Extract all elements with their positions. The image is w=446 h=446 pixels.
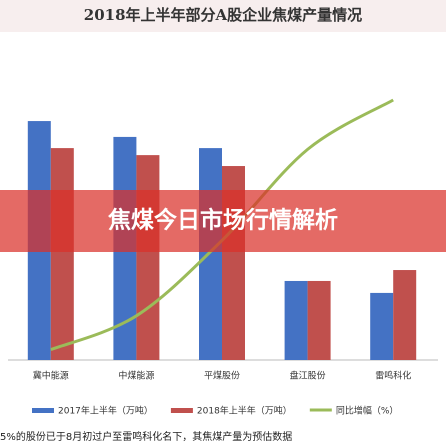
x-tick-label: 冀中能源 bbox=[33, 370, 69, 382]
legend-swatch bbox=[170, 408, 193, 413]
bar bbox=[199, 148, 222, 360]
title-band bbox=[0, 0, 446, 32]
x-tick-label: 平煤股份 bbox=[204, 370, 240, 382]
bar bbox=[370, 292, 394, 360]
footnote: 5%的股份已于8月初过户至雷鸣科化名下，其焦煤产量为预估数据 bbox=[0, 430, 292, 443]
bar bbox=[50, 148, 74, 360]
chart-title: 2018年上半年部分A股企业焦煤产量情况 bbox=[84, 6, 362, 24]
legend-swatch bbox=[32, 408, 54, 413]
bar bbox=[307, 280, 331, 360]
legend-label: 同比增幅（%） bbox=[336, 405, 399, 417]
banner-title: 焦煤今日市场行情解析 bbox=[108, 207, 338, 234]
bar bbox=[393, 270, 417, 360]
banner-band bbox=[0, 190, 446, 252]
x-tick-label: 盘江股份 bbox=[290, 370, 326, 382]
bar bbox=[136, 155, 160, 360]
x-tick-label: 中煤能源 bbox=[118, 370, 154, 382]
legend-label: 2018年上半年（万吨） bbox=[197, 405, 292, 417]
bar bbox=[284, 280, 308, 360]
x-tick-label: 雷鸣科化 bbox=[375, 370, 411, 382]
legend-label: 2017年上半年（万吨） bbox=[58, 405, 153, 417]
